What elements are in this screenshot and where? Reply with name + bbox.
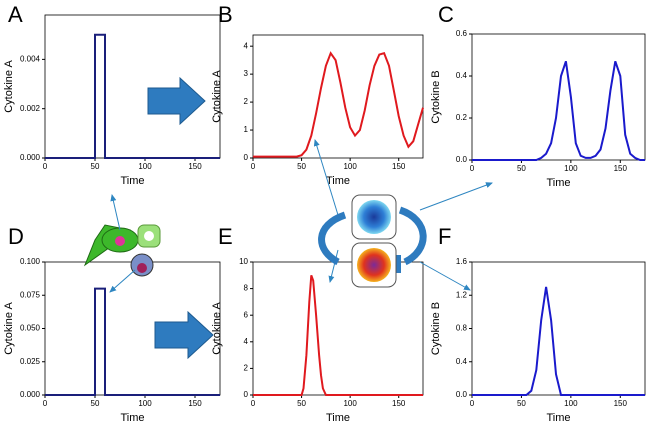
y-tick-label: 0.075 [20,290,41,299]
x-tick-label: 50 [91,162,100,171]
x-tick-label: 50 [91,399,100,408]
y-tick-label: 1 [244,125,249,134]
x-tick-label: 0 [251,399,256,408]
y-tick-label: 3 [244,69,249,78]
x-tick-label: 150 [188,162,202,171]
x-tick-label: 0 [470,399,475,408]
x-tick-label: 100 [138,162,152,171]
y-tick-label: 8 [244,284,249,293]
y-tick-label: 4 [244,337,249,346]
y-tick-label: 1.6 [456,257,468,266]
y-tick-label: 4 [244,41,249,50]
data-line [45,287,220,396]
y-tick-label: 0.100 [20,257,41,266]
plot-frame [44,14,221,159]
x-tick-label: 50 [297,399,306,408]
x-tick-label: 0 [470,164,475,173]
x-tick-label: 0 [43,162,48,171]
y-tick-label: 0.2 [456,113,468,122]
panel-label: D [8,224,24,249]
plot-frame [471,261,646,396]
x-tick-label: 100 [564,399,578,408]
y-tick-label: 0 [244,153,249,162]
x-axis-label: Time [546,412,570,424]
y-tick-label: 10 [239,257,248,266]
x-tick-label: 100 [343,399,357,408]
decoration [83,76,493,360]
y-tick-label: 2 [244,364,249,373]
y-tick-label: 0.025 [20,357,41,366]
panel-label: C [438,2,454,27]
panel-label: B [218,2,233,27]
y-tick-label: 0.050 [20,324,41,333]
y-tick-label: 6 [244,310,249,319]
x-tick-label: 150 [188,399,202,408]
y-tick-label: 0.6 [456,29,468,38]
x-tick-label: 150 [392,399,406,408]
y-axis-label: Cytokine A [211,70,223,123]
y-tick-label: 0.0 [456,155,468,164]
x-tick-label: 150 [614,164,628,173]
plot-frame [252,34,424,159]
x-tick-label: 0 [251,162,256,171]
y-axis-label: Cytokine A [211,302,223,355]
plot-frame [252,261,424,396]
x-axis-label: Time [326,175,350,187]
x-axis-label: Time [120,175,144,187]
y-tick-label: 1.2 [456,290,468,299]
y-tick-label: 0.4 [456,357,468,366]
y-tick-label: 0 [244,390,249,399]
x-axis-label: Time [326,412,350,424]
x-tick-label: 100 [343,162,357,171]
y-axis-label: Cytokine B [430,302,442,355]
plot-frame [471,33,646,161]
x-tick-label: 100 [564,164,578,173]
y-tick-label: 0.002 [20,104,41,113]
x-tick-label: 150 [392,162,406,171]
y-tick-label: 0.000 [20,153,41,162]
x-tick-label: 100 [138,399,152,408]
data-line [45,33,220,159]
x-tick-label: 150 [614,399,628,408]
y-axis-label: Cytokine A [3,60,15,113]
panel-label: E [218,224,233,249]
y-tick-label: 0.4 [456,71,468,80]
data-line [253,51,424,158]
y-tick-label: 0.004 [20,54,41,63]
x-tick-label: 50 [517,399,526,408]
y-axis-label: Cytokine B [430,70,442,123]
y-tick-label: 2 [244,97,249,106]
data-line [472,286,645,396]
panel-label: A [8,2,23,27]
panel-label: F [438,224,451,249]
data-line [253,274,423,396]
y-tick-label: 0.8 [456,324,468,333]
y-axis-label: Cytokine A [3,302,15,355]
x-tick-label: 50 [517,164,526,173]
data-line [472,60,645,161]
y-tick-label: 0.0 [456,390,468,399]
x-axis-label: Time [546,177,570,189]
y-tick-label: 0.000 [20,390,41,399]
x-tick-label: 50 [297,162,306,171]
x-tick-label: 0 [43,399,48,408]
x-axis-label: Time [120,412,144,424]
